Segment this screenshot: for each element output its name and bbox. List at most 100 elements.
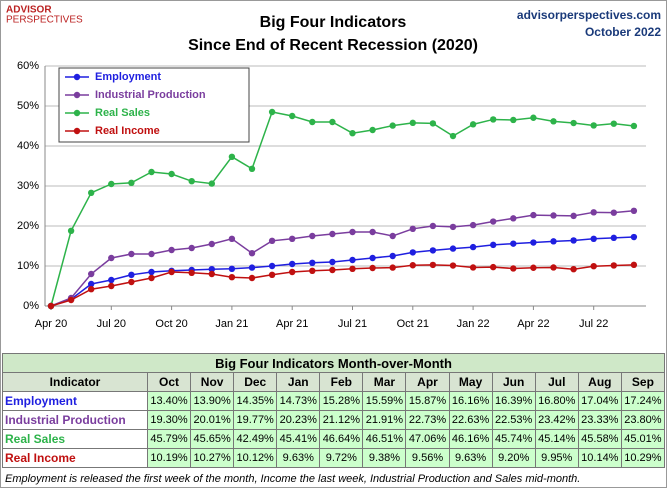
cell: 21.12% — [319, 410, 364, 430]
point — [630, 122, 638, 130]
x-tick-label: Apr 20 — [35, 318, 67, 330]
y-tick-label: 30% — [17, 180, 39, 192]
cell: 9.56% — [405, 448, 450, 468]
point — [630, 207, 638, 214]
table-title: Big Four Indicators Month-over-Month — [2, 353, 665, 373]
point — [490, 263, 497, 271]
point — [67, 227, 75, 234]
logo: PERSPECTIVES — [6, 15, 83, 26]
table-row: Real Sales 45.79% 45.65% 42.49% 45.41% 46.64%… — [2, 429, 666, 449]
point — [208, 270, 215, 278]
column-header: Mar — [362, 372, 407, 392]
point — [228, 274, 236, 281]
point — [309, 118, 316, 126]
point — [369, 228, 376, 236]
cell: 15.87% — [405, 391, 450, 411]
cell: 10.12% — [233, 448, 278, 468]
point — [289, 260, 296, 268]
cell: 22.73% — [405, 410, 450, 430]
cell: 13.40% — [146, 391, 192, 411]
logo: ADVISOR — [6, 5, 52, 16]
column-header: Sep — [620, 372, 666, 392]
cell: 45.41% — [276, 429, 321, 449]
point — [289, 268, 296, 276]
point — [570, 119, 577, 127]
y-tick-label: 60% — [17, 60, 39, 72]
cell: 19.77% — [233, 410, 278, 430]
y-tick-label: 0% — [23, 300, 39, 312]
legend-marker — [73, 73, 81, 81]
point — [429, 222, 437, 230]
cell: 20.23% — [276, 410, 321, 430]
point — [188, 269, 195, 276]
point — [168, 170, 175, 178]
cell: 13.90% — [190, 391, 235, 411]
point — [47, 302, 55, 310]
point — [389, 264, 396, 271]
point — [309, 259, 316, 266]
point — [349, 228, 356, 236]
y-tick-label: 50% — [17, 100, 39, 112]
series-line — [50, 111, 634, 307]
cell: 42.49% — [233, 429, 278, 449]
point — [309, 267, 316, 274]
cell: 9.95% — [534, 448, 579, 468]
table-title-row: Big Four Indicators Month-over-Month — [2, 353, 665, 373]
y-tick-label: 10% — [17, 260, 39, 272]
point — [108, 180, 115, 188]
point — [289, 112, 296, 120]
row-label: Employment — [2, 391, 148, 411]
point — [409, 119, 416, 127]
point — [469, 121, 477, 128]
point — [289, 235, 296, 242]
point — [168, 268, 175, 276]
cell: 45.79% — [146, 429, 192, 449]
point — [490, 116, 497, 123]
point — [550, 264, 557, 271]
point — [208, 180, 215, 187]
point — [610, 120, 617, 127]
cell: 45.14% — [534, 429, 579, 449]
cell: 23.42% — [534, 410, 579, 430]
point — [88, 270, 95, 278]
cell: 14.73% — [276, 391, 321, 411]
chart-subtitle: Since End of Recent Recession (2020) — [188, 37, 478, 54]
point — [570, 237, 577, 244]
point — [449, 132, 457, 140]
x-tick-label: Oct 20 — [155, 318, 187, 330]
point — [409, 262, 416, 269]
point — [148, 274, 155, 282]
point — [128, 250, 135, 258]
column-header: Dec — [233, 372, 278, 392]
point — [389, 232, 396, 240]
column-header: May — [448, 372, 493, 392]
x-tick-label: Oct 21 — [397, 318, 429, 330]
point — [590, 209, 597, 216]
cell: 22.63% — [448, 410, 493, 430]
point — [88, 286, 95, 293]
point — [610, 262, 617, 269]
point — [429, 247, 437, 254]
point — [128, 278, 135, 286]
x-tick-label: Jan 22 — [457, 318, 490, 330]
point — [329, 258, 336, 266]
point — [429, 120, 437, 127]
cell: 47.06% — [405, 429, 450, 449]
cell: 9.72% — [319, 448, 364, 468]
point — [329, 230, 336, 238]
x-tick-label: Apr 22 — [517, 318, 549, 330]
point — [469, 264, 477, 271]
point — [248, 250, 256, 257]
point — [510, 116, 517, 124]
point — [188, 178, 195, 185]
legend-label: Real Sales — [95, 107, 150, 119]
point — [530, 211, 537, 219]
cell: 17.04% — [577, 391, 622, 411]
point — [550, 118, 557, 125]
point — [389, 252, 396, 260]
point — [349, 256, 356, 264]
point — [108, 254, 115, 262]
point — [88, 189, 95, 196]
table-row: Industrial Production 19.30% 20.01% 19.77% 2… — [2, 410, 666, 430]
point — [530, 114, 537, 121]
